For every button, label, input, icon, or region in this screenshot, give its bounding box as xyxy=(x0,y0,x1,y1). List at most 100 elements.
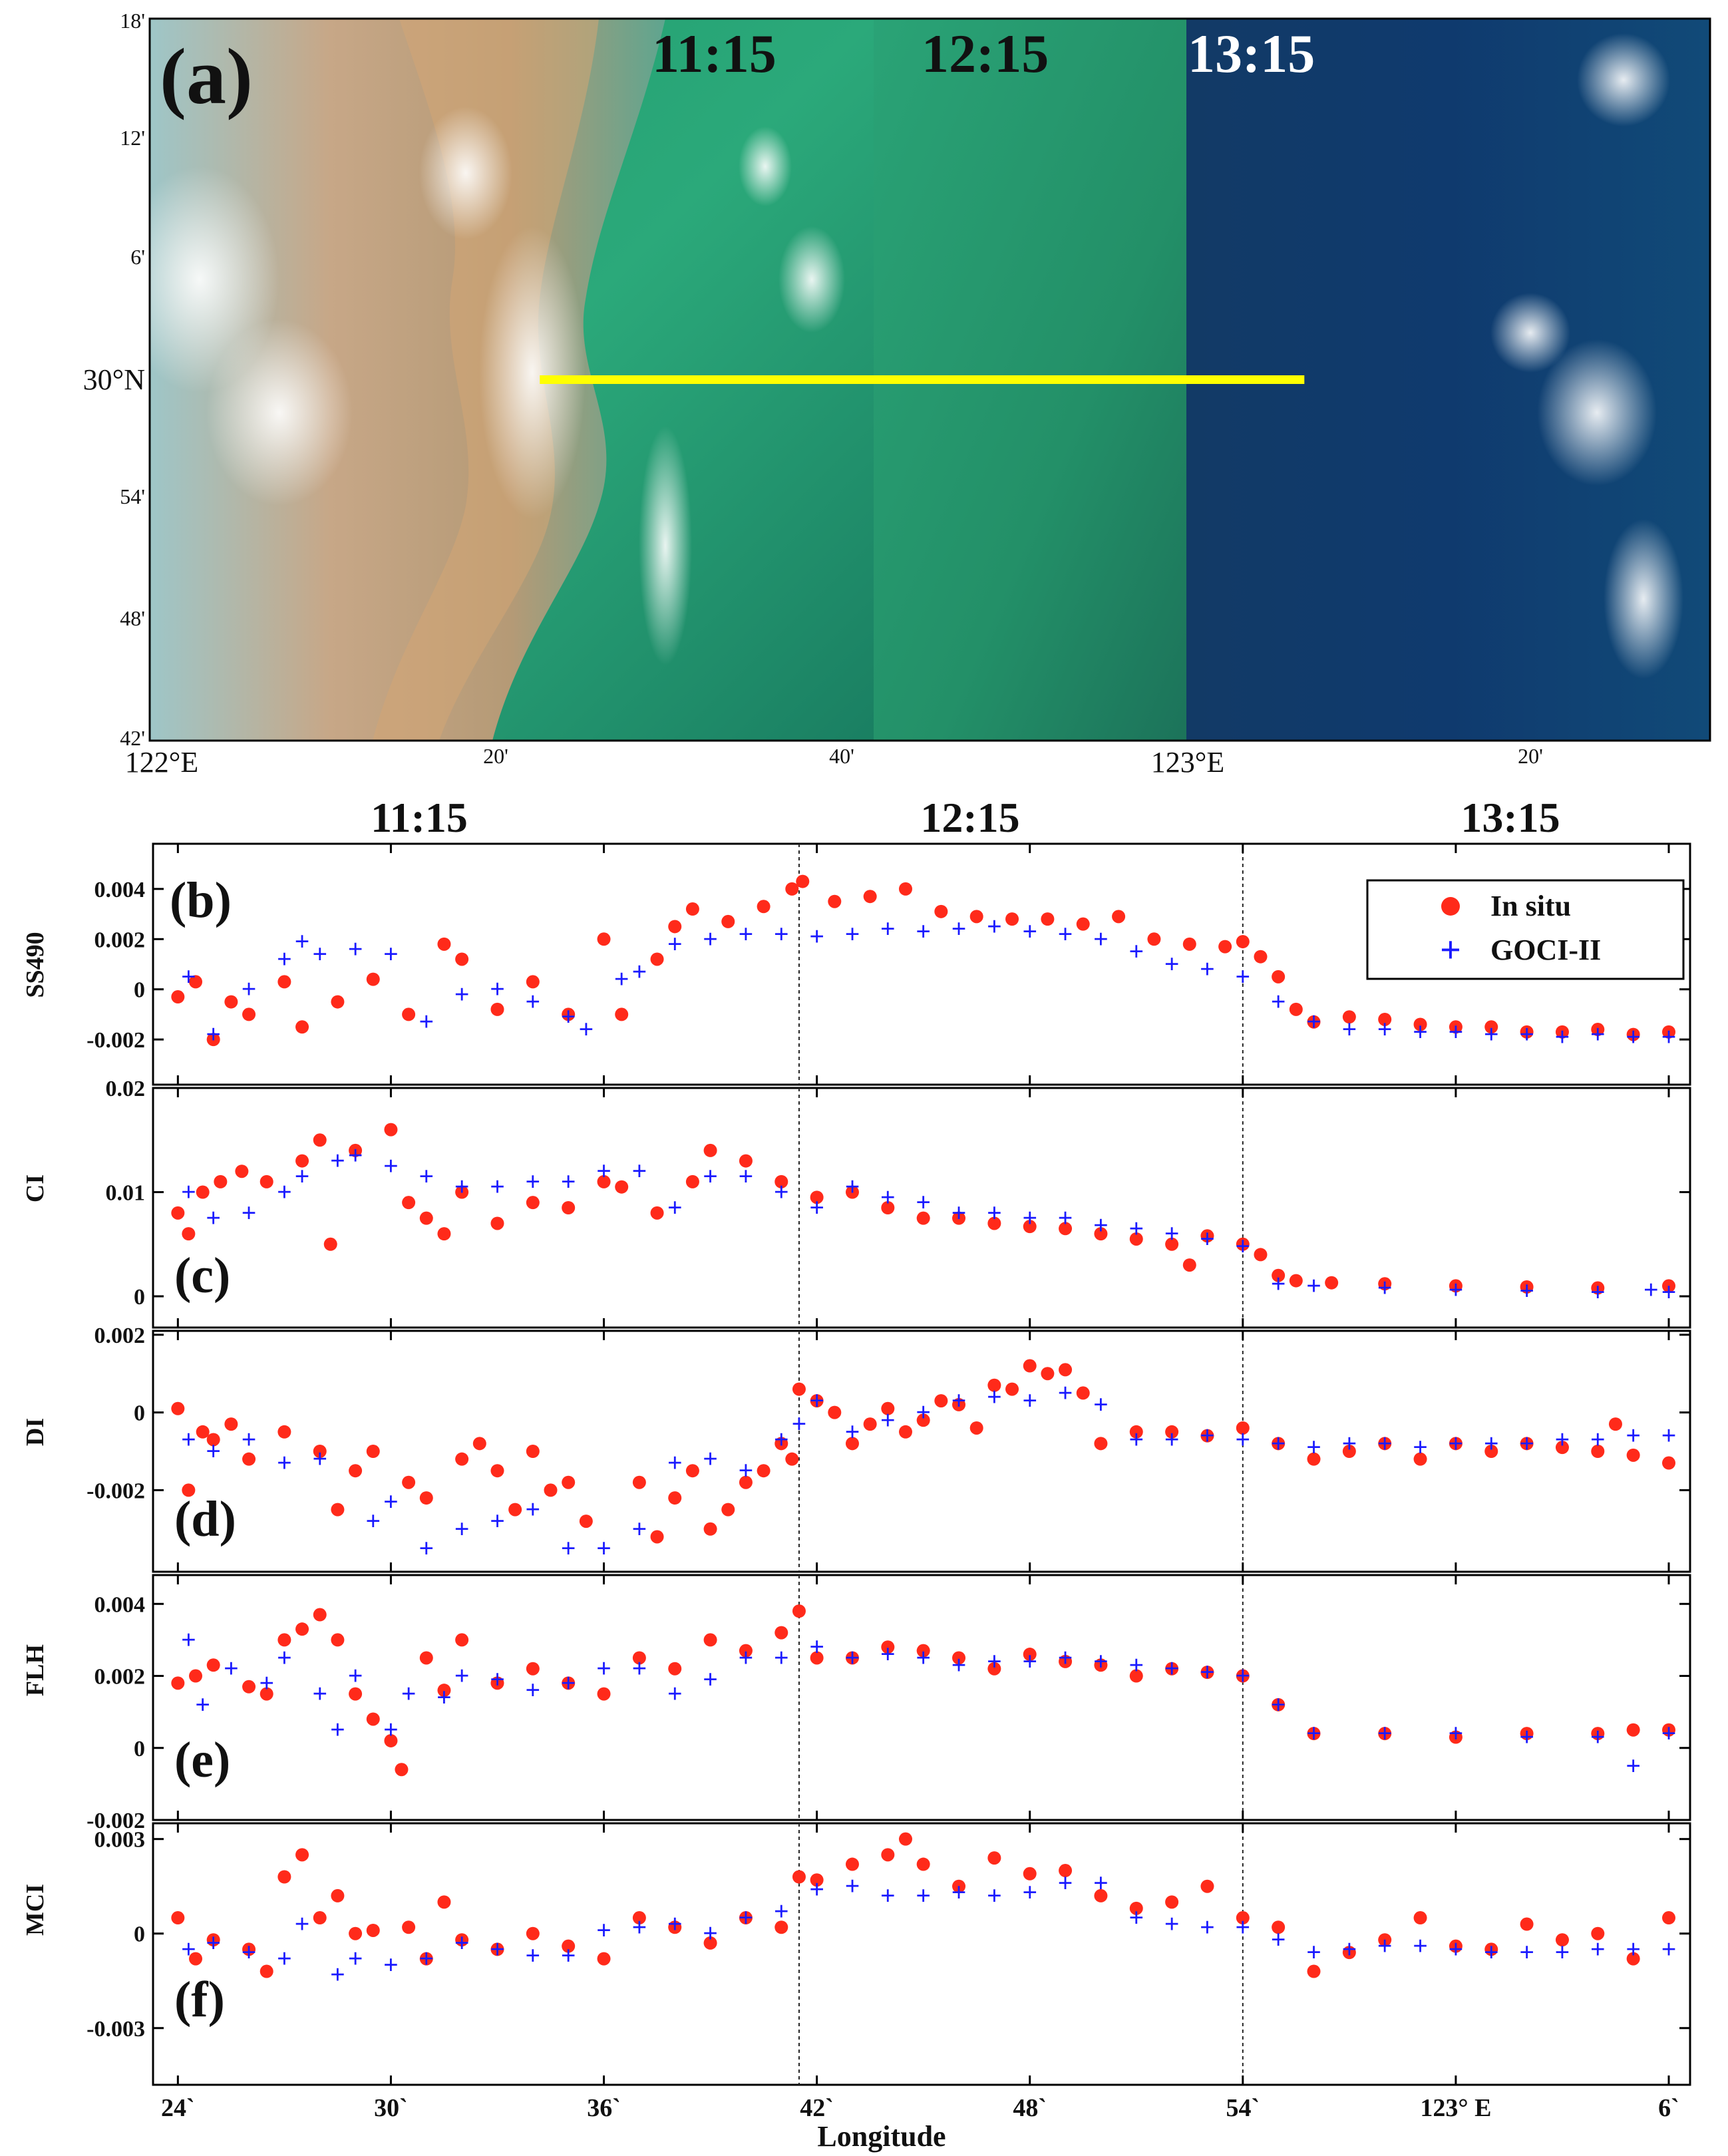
goci-point: + xyxy=(1306,1432,1321,1462)
goci-point: + xyxy=(809,1192,824,1222)
goci-point: + xyxy=(1519,1937,1534,1967)
goci-point: + xyxy=(1306,1270,1321,1300)
in-situ-point xyxy=(206,1433,220,1447)
in-situ-point xyxy=(1591,1281,1605,1295)
goci-point: + xyxy=(774,1896,789,1926)
goci-point: + xyxy=(703,1918,718,1948)
goci-point: + xyxy=(206,1436,221,1466)
goci-point: + xyxy=(181,1934,196,1964)
in-situ-point xyxy=(632,1475,646,1489)
in-situ-point xyxy=(1023,1867,1037,1881)
goci-point: + xyxy=(1626,1751,1641,1781)
goci-point: + xyxy=(1590,1722,1606,1752)
y-tick-label: -0.002 xyxy=(86,1809,145,1833)
goci-point: + xyxy=(1271,1690,1286,1719)
goci-point: + xyxy=(880,1639,896,1669)
in-situ-point xyxy=(419,1211,433,1225)
in-situ-point xyxy=(632,1651,646,1665)
goci-point: + xyxy=(312,1679,327,1709)
in-situ-point xyxy=(1449,1939,1463,1953)
in-situ-point xyxy=(1449,1437,1463,1451)
goci-point: + xyxy=(561,1668,576,1698)
in-situ-point xyxy=(1112,910,1126,924)
in-situ-point xyxy=(526,1445,540,1458)
in-situ-point xyxy=(1094,1658,1108,1672)
goci-point: + xyxy=(383,1151,399,1180)
in-situ-point xyxy=(1325,1276,1339,1290)
goci-point: + xyxy=(242,1424,257,1454)
panel-f-frame xyxy=(152,1822,1691,2086)
goci-point: + xyxy=(490,974,505,1004)
goci-point: + xyxy=(774,1424,789,1454)
goci-point: + xyxy=(1271,1268,1286,1298)
goci-point: + xyxy=(295,926,310,956)
in-situ-point xyxy=(295,1848,309,1862)
in-situ-point xyxy=(898,1832,912,1846)
goci-point: + xyxy=(1555,1021,1570,1051)
panel-e-ylabel: FLH xyxy=(21,1644,49,1696)
in-situ-point xyxy=(1520,1280,1534,1294)
legend-goci-label: GOCI-II xyxy=(1490,934,1601,966)
in-situ-point xyxy=(1147,932,1161,946)
goci-point: + xyxy=(1341,1014,1357,1044)
goci-point: + xyxy=(1377,1931,1393,1961)
goci-point: + xyxy=(1626,1934,1641,1964)
in-situ-point xyxy=(349,1143,363,1157)
in-situ-point xyxy=(1200,1229,1214,1243)
in-situ-point xyxy=(1413,1017,1427,1031)
goci-point: + xyxy=(667,1448,683,1478)
goci-point: + xyxy=(774,919,789,949)
in-situ-point xyxy=(490,1464,504,1478)
goci-point: + xyxy=(614,964,629,994)
goci-point: + xyxy=(454,1514,470,1544)
goci-point: + xyxy=(383,1950,399,1980)
in-situ-point xyxy=(562,1007,576,1021)
in-situ-point xyxy=(597,1174,611,1188)
in-situ-point xyxy=(490,1942,504,1956)
in-situ-point xyxy=(775,1920,788,1934)
in-situ-point xyxy=(579,1515,593,1528)
in-situ-point xyxy=(1272,1698,1286,1711)
goci-point: + xyxy=(951,1385,967,1415)
in-situ-point xyxy=(1165,1662,1179,1676)
lat-tick-48: 48' xyxy=(120,606,145,630)
in-situ-point xyxy=(881,1848,895,1862)
panel-c-frame xyxy=(152,1087,1691,1329)
in-situ-point xyxy=(1307,1964,1321,1978)
panel-e-frame xyxy=(152,1574,1691,1821)
in-situ-point xyxy=(757,900,771,914)
in-situ-point xyxy=(1236,1237,1250,1251)
goci-point: + xyxy=(809,922,824,952)
goci-point: + xyxy=(703,1664,718,1694)
in-situ-point xyxy=(881,1401,895,1415)
goci-point: + xyxy=(1341,1934,1357,1964)
in-situ-point xyxy=(196,1425,210,1439)
in-situ-point xyxy=(863,890,877,904)
legend-box xyxy=(1366,879,1685,980)
in-situ-point xyxy=(402,1196,416,1210)
goci-point: + xyxy=(419,1944,434,1974)
goci-point: + xyxy=(1306,1937,1321,1967)
goci-point: + xyxy=(1022,1877,1037,1907)
goci-point: + xyxy=(1235,962,1250,991)
goci-point: + xyxy=(631,1514,647,1544)
legend: In situ + GOCI-II xyxy=(1366,879,1685,980)
panel-c-label: (c) xyxy=(174,1248,230,1304)
in-situ-point xyxy=(455,1933,469,1947)
in-situ-point xyxy=(668,1920,682,1934)
goci-point: + xyxy=(1661,1277,1677,1307)
in-situ-point xyxy=(597,1952,611,1966)
goci-point: + xyxy=(490,1934,505,1964)
in-situ-point xyxy=(685,902,699,916)
lat-tick-18: 18' xyxy=(120,9,145,33)
in-situ-point xyxy=(1520,1025,1534,1039)
in-situ-point xyxy=(331,995,345,1009)
goci-point: + xyxy=(295,1161,310,1191)
goci-point: + xyxy=(1093,924,1109,954)
x-tick-label: 24` xyxy=(161,2094,195,2122)
in-situ-point xyxy=(796,874,810,888)
goci-point: + xyxy=(703,1161,718,1191)
in-situ-point xyxy=(526,975,540,989)
goci-point: + xyxy=(419,1007,434,1037)
y-tick-label: 0 xyxy=(134,1737,145,1761)
